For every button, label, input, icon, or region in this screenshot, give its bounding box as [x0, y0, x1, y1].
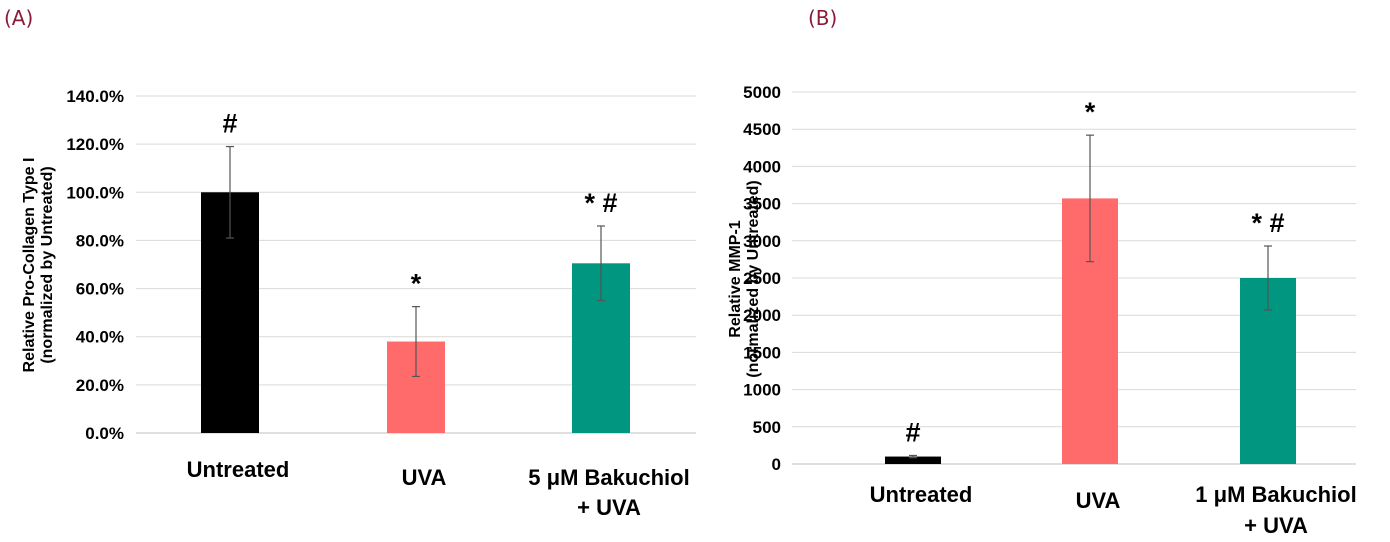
chart1-y-tick-label: 0.0%: [85, 424, 124, 443]
chart2-y-tick-label: 1000: [743, 381, 781, 400]
panel-a-label: (A): [4, 6, 34, 30]
chart2-y-tick-label: 0: [772, 455, 781, 474]
chart2-category-label: 1 μM Bakuchiol: [1195, 482, 1356, 507]
panel-b-label: (B): [808, 6, 838, 30]
chart1-y-tick-label: 140.0%: [66, 87, 124, 106]
chart2-y-axis-label-subtitle: (normalized by Untreated): [745, 180, 762, 377]
chart1-y-tick-label: 100.0%: [66, 183, 124, 202]
chart1-significance-mark: *: [411, 269, 422, 299]
chart2-category-label: Untreated: [870, 482, 973, 507]
chart2-y-tick-label: 3000: [743, 232, 781, 251]
chart2-bar: [885, 456, 941, 464]
chart1-category-label-line2: + UVA: [577, 495, 641, 520]
chart2-y-tick-label: 2000: [743, 306, 781, 325]
chart1-category-label: 5 μM Bakuchiol: [528, 465, 689, 490]
chart2-significance-mark: #: [905, 417, 920, 447]
chart2-y-tick-label: 3500: [743, 195, 781, 214]
chart2-y-tick-label: 4000: [743, 157, 781, 176]
chart1-y-tick-label: 60.0%: [76, 280, 124, 299]
chart2-y-tick-label: 2500: [743, 269, 781, 288]
chart1-y-tick-label: 80.0%: [76, 231, 124, 250]
chart2-y-tick-label: 5000: [743, 83, 781, 102]
chart1-category-label: Untreated: [187, 457, 290, 482]
chart1-y-tick-label: 40.0%: [76, 328, 124, 347]
chart1-category-label: UVA: [402, 465, 447, 490]
chart1-y-tick-label: 120.0%: [66, 135, 124, 154]
chart1-y-axis-label: Relative Pro-Collagen Type I: [21, 158, 38, 373]
chart2-category-label: UVA: [1076, 488, 1121, 513]
chart2-significance-mark: * #: [1251, 208, 1284, 238]
chart2-significance-mark: *: [1085, 97, 1096, 127]
chart1-y-axis-label-subtitle: (normalized by Untreated): [39, 166, 56, 363]
chart1-significance-mark: #: [222, 109, 237, 139]
chart2-category-label-line2: + UVA: [1244, 513, 1308, 538]
chart1-significance-mark: * #: [584, 188, 617, 218]
chart2-y-tick-label: 1500: [743, 343, 781, 362]
chart2-y-tick-label: 500: [753, 418, 781, 437]
chart2-y-axis-label: Relative MMP-1: [727, 220, 744, 337]
chart1-y-tick-label: 20.0%: [76, 376, 124, 395]
chart2-y-tick-label: 4500: [743, 120, 781, 139]
